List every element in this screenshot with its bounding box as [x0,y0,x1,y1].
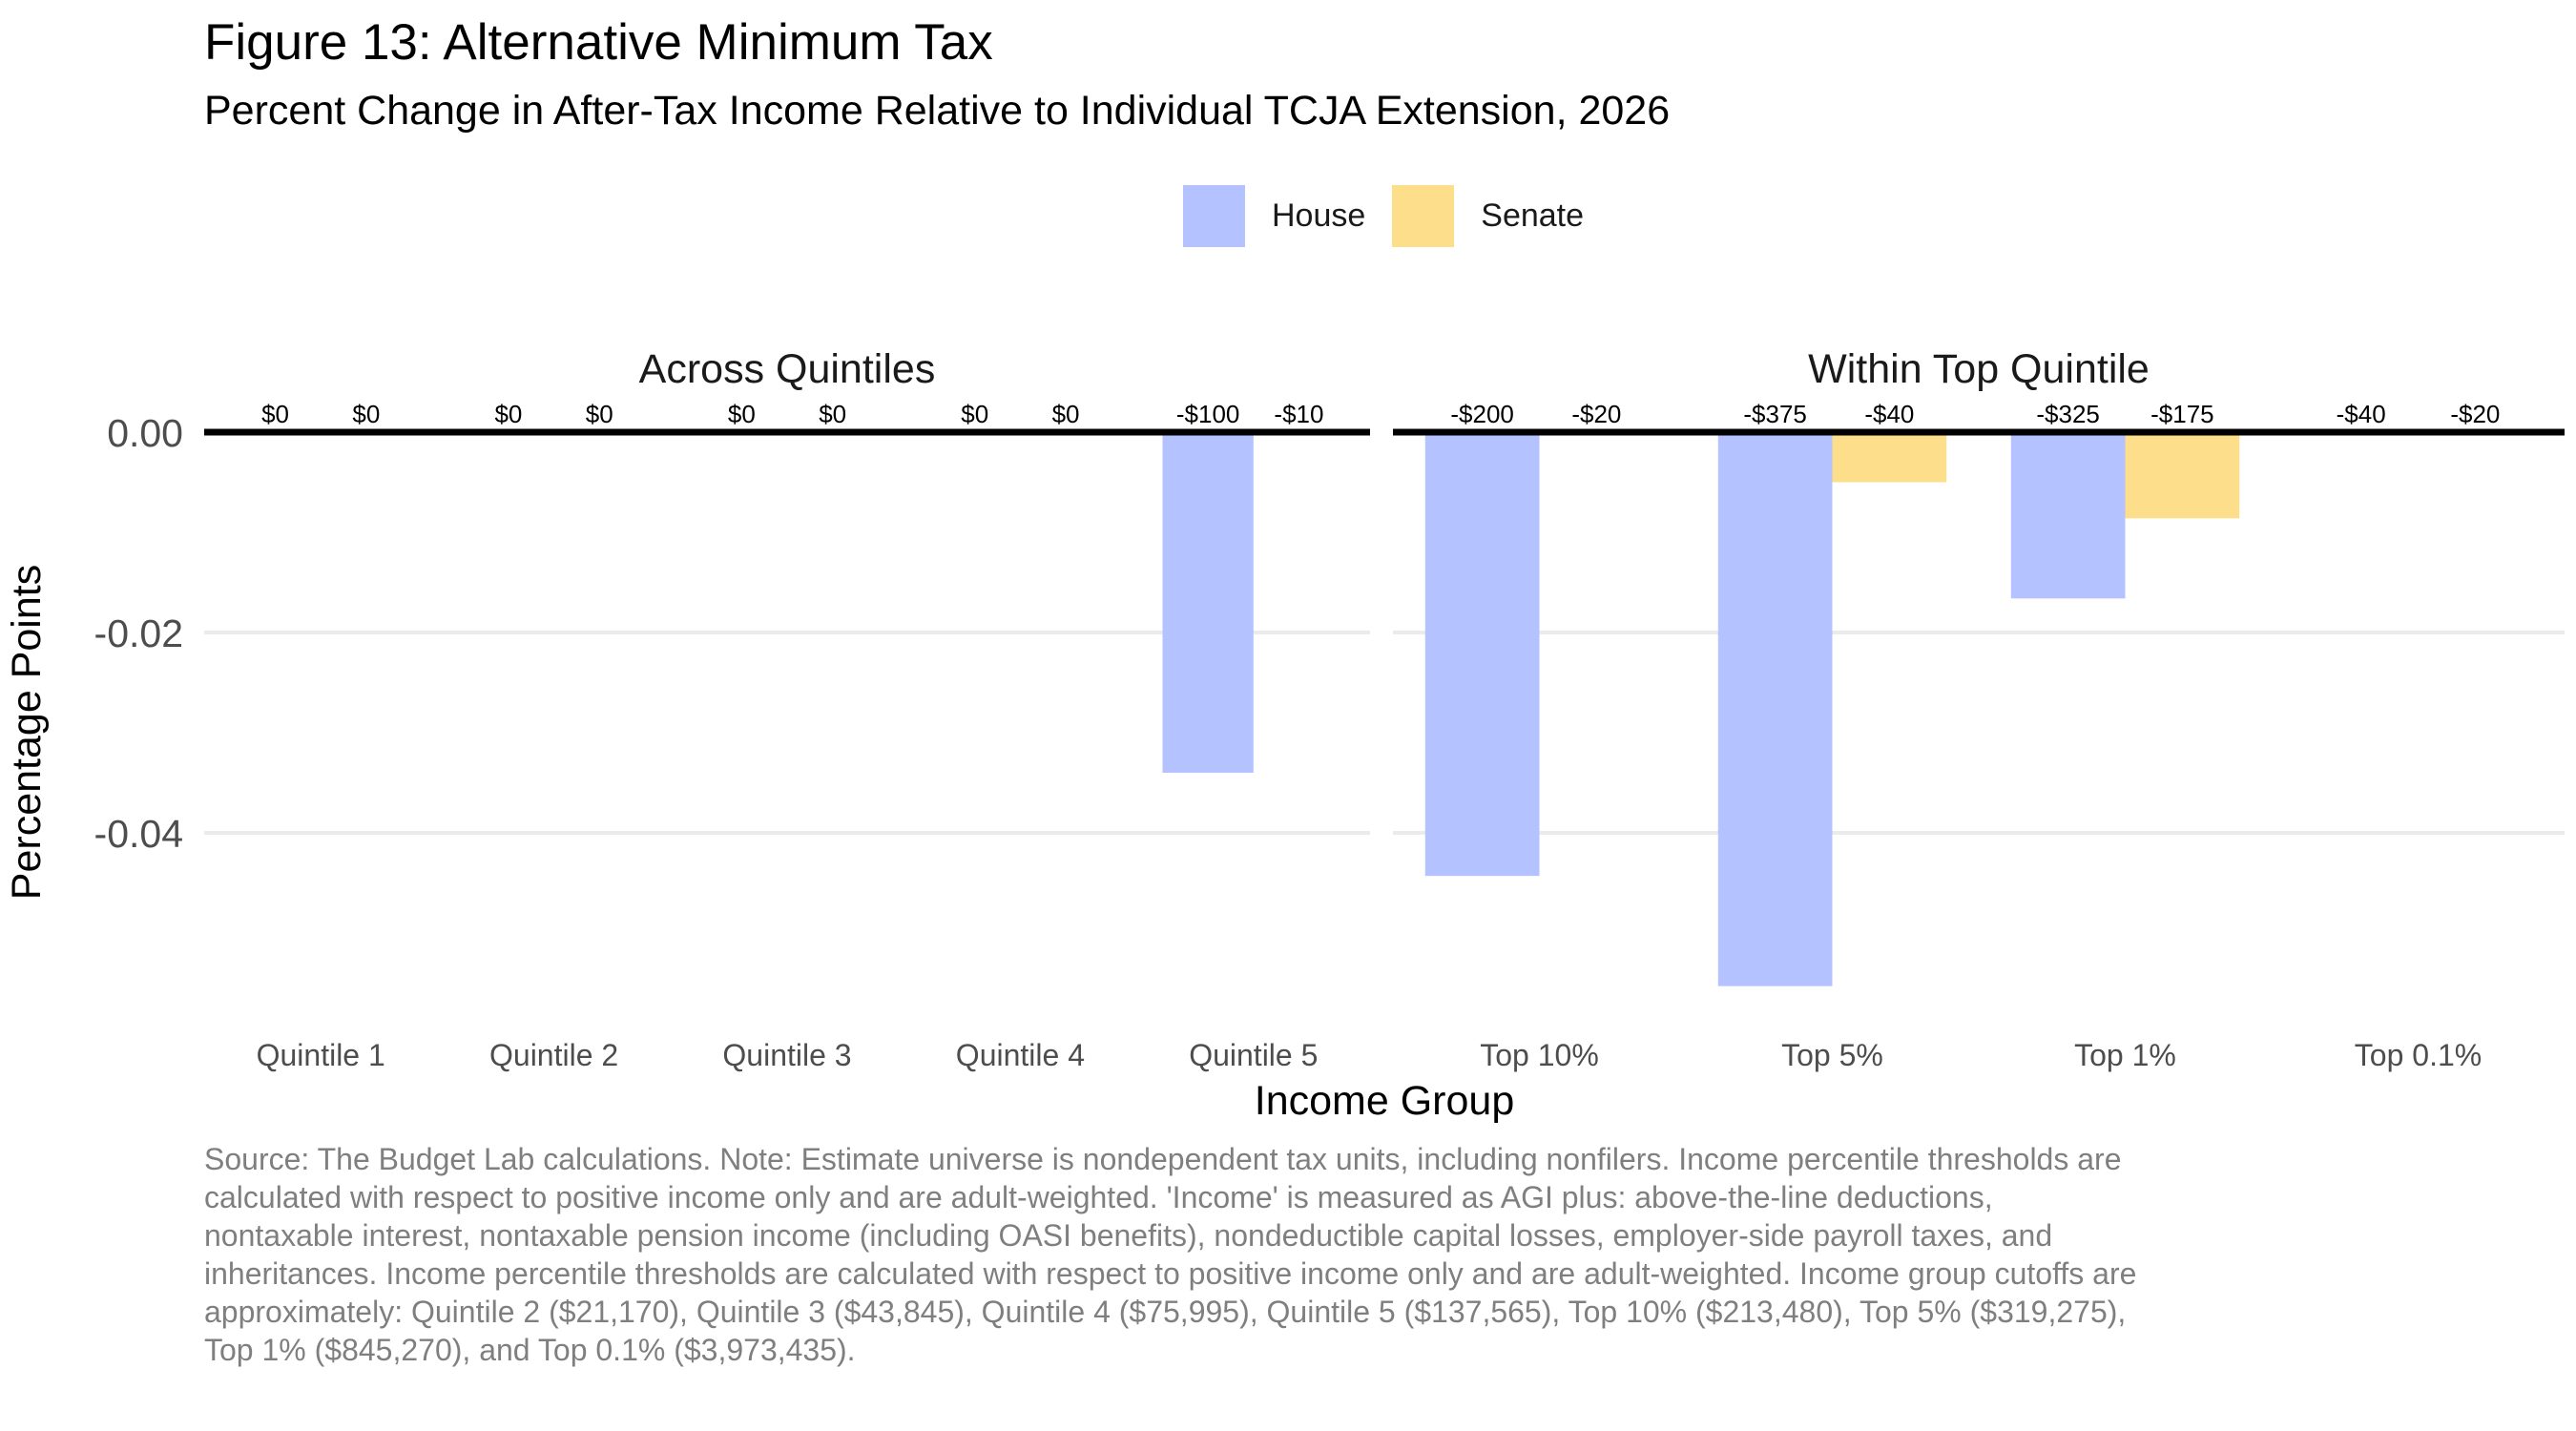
x-tick-label: Quintile 4 [956,1038,1085,1072]
bar-house [1717,432,1833,986]
legend-label-senate: Senate [1481,197,1585,234]
chart-title: Figure 13: Alternative Minimum Tax [204,14,993,71]
data-label: -$20 [2450,400,2500,428]
data-label: -$200 [1450,400,1514,428]
bar-senate [1832,432,1947,483]
x-tick-label: Quintile 2 [489,1038,618,1072]
data-label: -$175 [2150,400,2214,428]
bar-house [1162,432,1254,773]
x-tick-label: Top 5% [1781,1038,1883,1072]
data-label: $0 [961,400,988,428]
bar-senate [2125,432,2240,519]
data-label: $0 [586,400,613,428]
panel-title: Within Top Quintile [1808,346,2150,392]
data-label: $0 [1052,400,1080,428]
panel-title: Across Quintiles [639,346,936,392]
y-tick-label: 0.00 [107,411,183,455]
data-label: -$10 [1274,400,1323,428]
data-label: -$40 [2337,400,2386,428]
data-label: $0 [494,400,522,428]
x-tick-label: Quintile 3 [722,1038,851,1072]
y-tick-label: -0.02 [94,612,183,655]
data-label: $0 [819,400,846,428]
x-tick-label: Quintile 1 [257,1038,385,1072]
chart-subtitle: Percent Change in After-Tax Income Relat… [204,88,1671,134]
data-label: -$100 [1176,400,1240,428]
data-label: -$325 [2036,400,2100,428]
x-tick-label: Quintile 5 [1189,1038,1318,1072]
legend-item-senate: Senate [1392,184,1585,247]
bar-house [2010,432,2126,599]
data-label: $0 [261,400,289,428]
x-tick-label: Top 1% [2074,1038,2176,1072]
x-axis-title: Income Group [1255,1078,1514,1124]
y-axis-title: Percentage Points [4,565,50,900]
x-tick-label: Top 0.1% [2355,1038,2482,1072]
x-tick-label: Top 10% [1480,1038,1599,1072]
legend-label-house: House [1272,197,1366,234]
data-label: -$375 [1743,400,1807,428]
bar-chart: Percentage Points 0.00 -0.02 -0.04 Across Qu… [4,346,2565,1124]
bar-house [1424,432,1540,877]
data-label: $0 [728,400,756,428]
legend-swatch-house [1183,184,1245,247]
data-label: $0 [352,400,380,428]
legend: House Senate [1183,184,1610,247]
legend-swatch-senate [1392,184,1455,247]
y-tick-label: -0.04 [94,812,183,856]
source-note: Source: The Budget Lab calculations. Not… [204,1142,2137,1367]
data-label: -$40 [1864,400,1914,428]
legend-item-house: House [1183,184,1366,247]
data-label: -$20 [1571,400,1621,428]
